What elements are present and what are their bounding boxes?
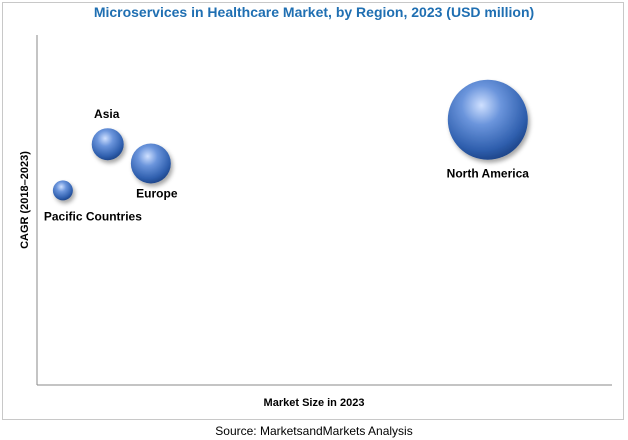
- bubble-north-america: [447, 79, 528, 160]
- bubble-pacific-countries: [52, 180, 73, 201]
- bubble-label-north-america: North America: [447, 167, 530, 181]
- chart-title: Microservices in Healthcare Market, by R…: [93, 4, 535, 20]
- bubble-europe: [130, 143, 171, 184]
- x-axis-label: Market Size in 2023: [263, 397, 365, 409]
- source-note: Source: MarketsandMarkets Analysis: [215, 424, 413, 438]
- bubble-label-europe: Europe: [136, 186, 178, 200]
- bubble-asia: [91, 128, 124, 161]
- bubble-label-pacific-countries: Pacific Countries: [44, 209, 142, 223]
- bubble-label-asia: Asia: [94, 107, 120, 121]
- chart-frame: [2, 2, 624, 420]
